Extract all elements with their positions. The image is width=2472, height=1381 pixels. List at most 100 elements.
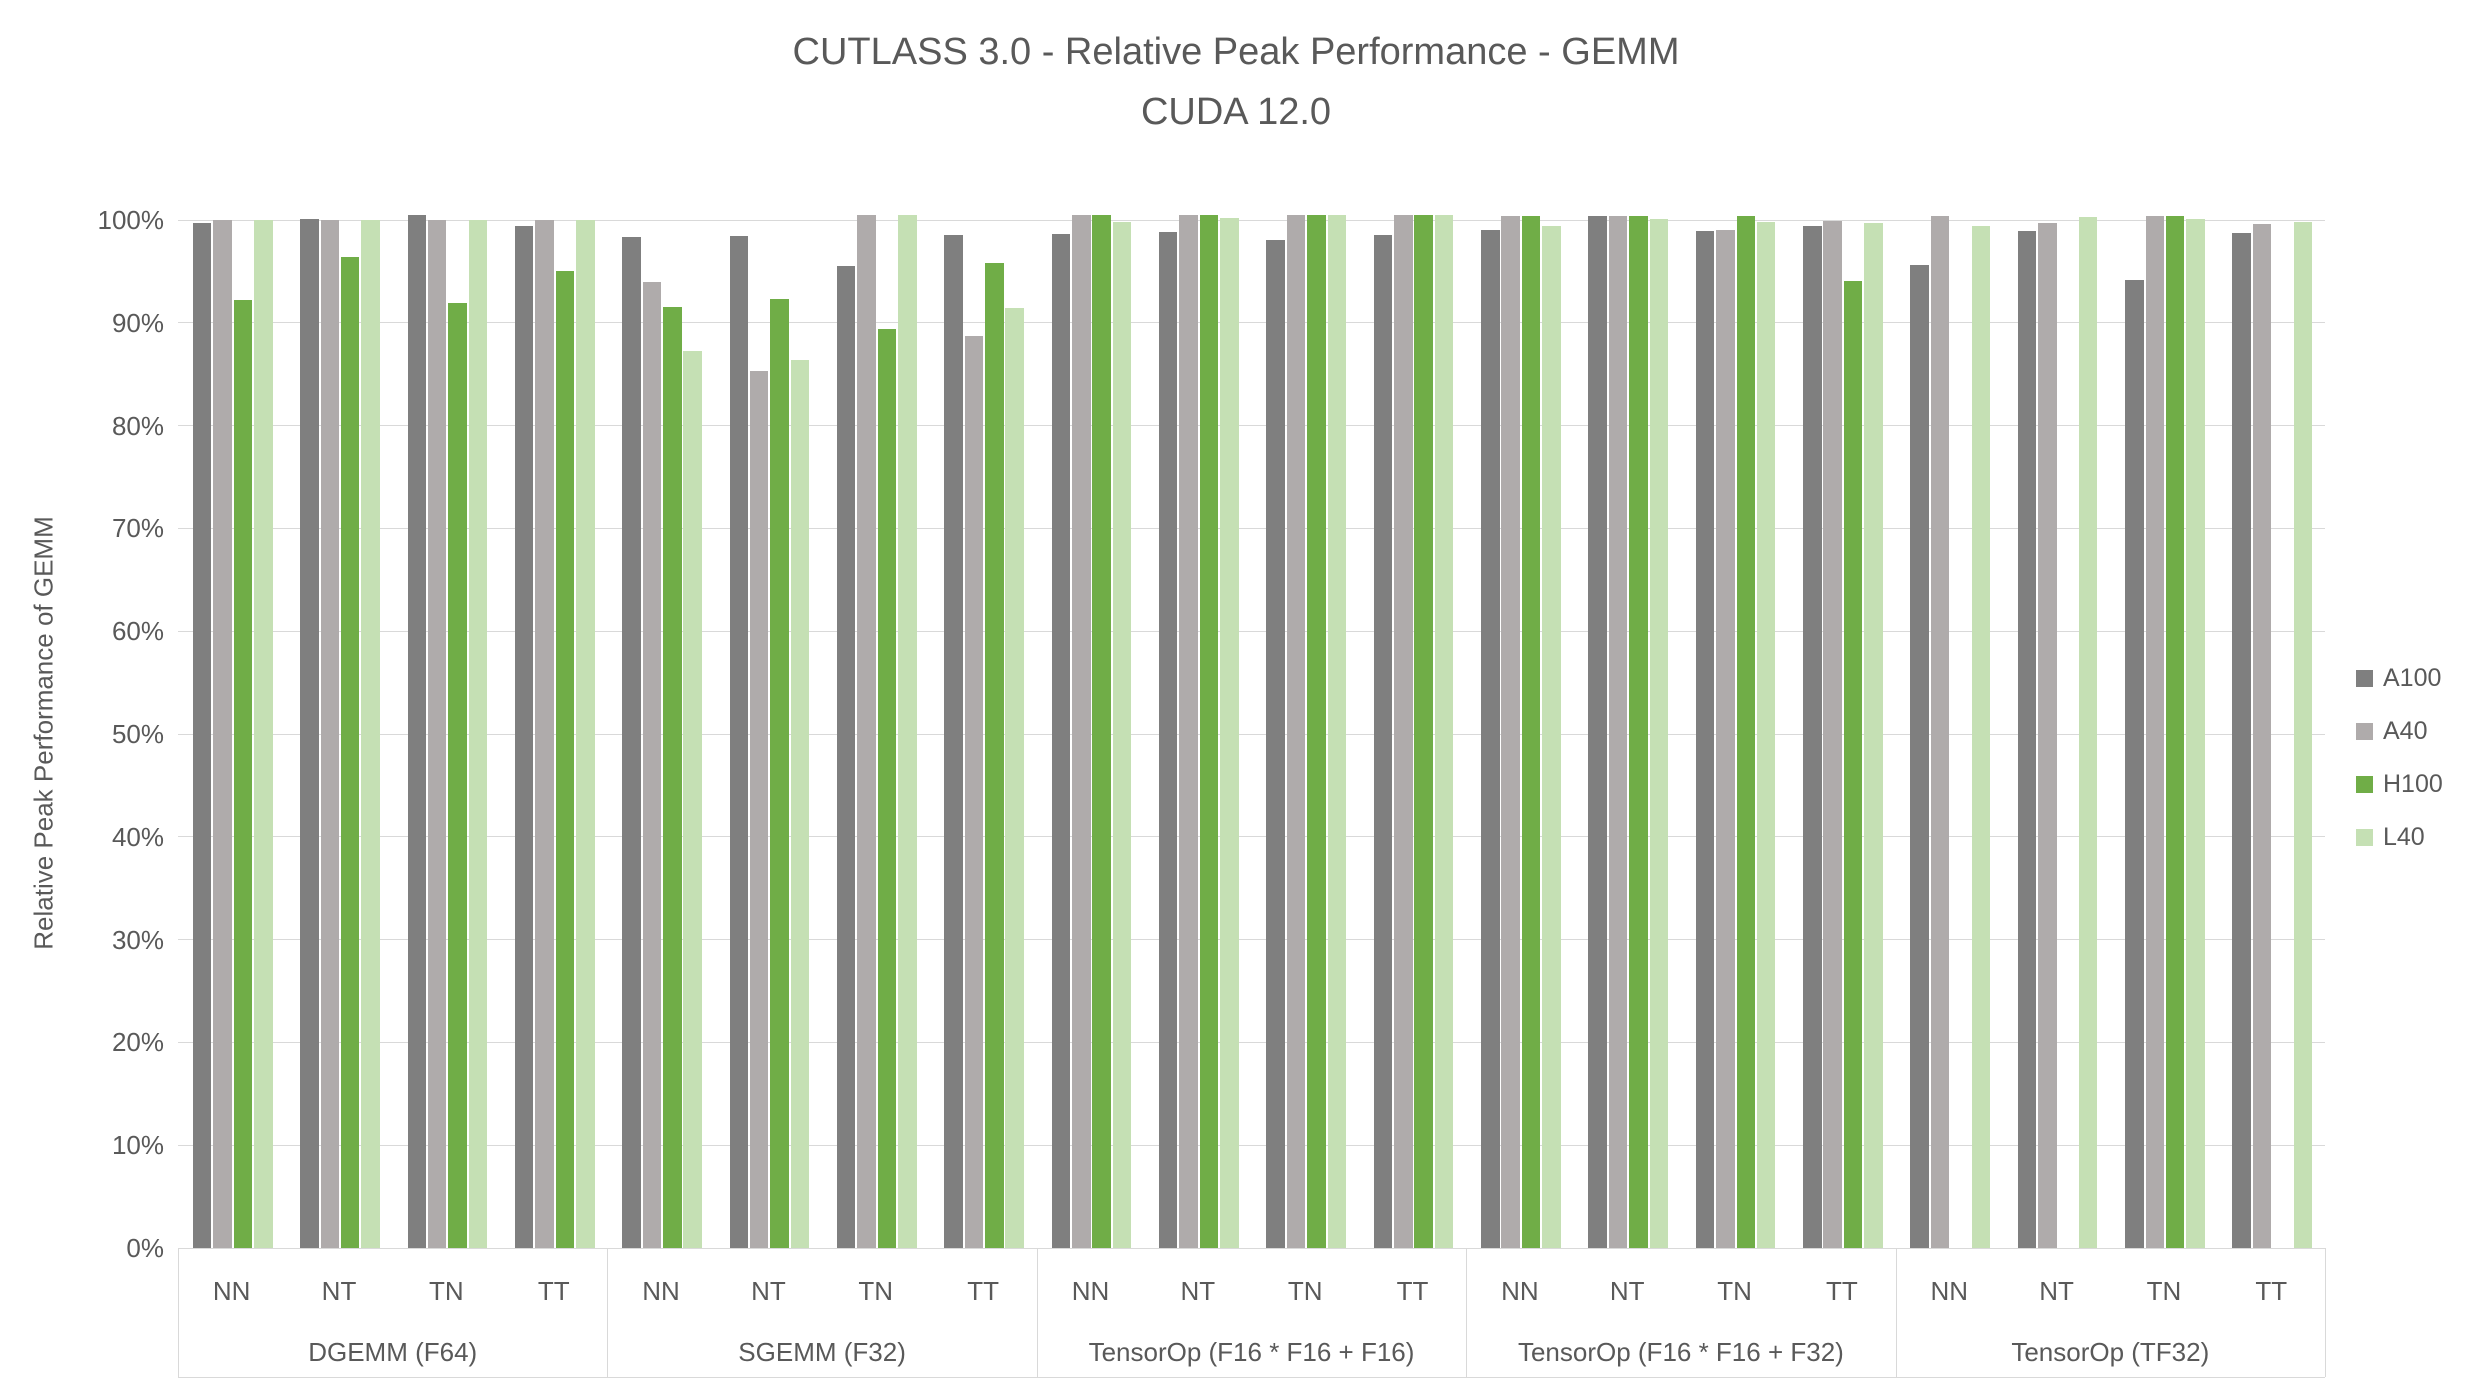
bar-a100	[514, 226, 534, 1248]
bar-a40	[535, 220, 554, 1248]
bar-h100	[340, 257, 360, 1248]
bar-h100	[2165, 215, 2185, 1248]
legend-label: H100	[2383, 769, 2443, 798]
bar-h100	[985, 263, 1004, 1248]
y-tick-label: 60%	[111, 616, 164, 647]
gridline-10	[178, 1144, 2325, 1146]
y-tick-label: 30%	[111, 924, 164, 955]
bar-a40	[1286, 214, 1306, 1248]
x-group-label: TensorOp (F16 * F16 + F16)	[1088, 1337, 1415, 1367]
y-tick-label: 90%	[111, 307, 164, 338]
bar-h100	[770, 299, 789, 1248]
legend-item-a40: A40	[2356, 717, 2427, 745]
x-group-label: TensorOp (F16 * F16 + F32)	[1517, 1337, 1844, 1367]
y-tick-label: 70%	[111, 513, 164, 544]
bar-a100	[1051, 234, 1071, 1248]
bar-a100	[1158, 232, 1178, 1248]
x-group-label: TensorOp (TF32)	[2011, 1337, 2210, 1367]
x-tick-label: NT	[2039, 1276, 2074, 1306]
x-group-label: SGEMM (F32)	[738, 1337, 906, 1367]
legend-swatch	[2356, 669, 2373, 687]
bar-a40	[2145, 215, 2164, 1248]
x-tick-label: NN	[212, 1276, 251, 1306]
bar-a100	[1481, 230, 1500, 1248]
axis-separator	[2325, 1248, 2326, 1377]
x-tick-label: TN	[429, 1276, 464, 1306]
bar-l40	[1756, 222, 1776, 1248]
bar-a40	[213, 220, 232, 1248]
legend-swatch	[2356, 722, 2373, 740]
gridline-40	[178, 836, 2325, 838]
gridline-20	[178, 1041, 2325, 1043]
bar-a40	[2038, 223, 2057, 1248]
bar-l40	[576, 220, 595, 1248]
bar-h100	[233, 300, 253, 1248]
legend-label: A100	[2383, 663, 2442, 692]
bar-h100	[1414, 214, 1433, 1248]
legend-swatch	[2356, 828, 2373, 846]
bar-l40	[1434, 214, 1454, 1248]
axis-separator	[1466, 1248, 1467, 1377]
bar-h100	[448, 303, 467, 1248]
bar-l40	[1542, 226, 1561, 1248]
legend-item-l40: L40	[2356, 823, 2425, 851]
y-tick-label: 80%	[111, 410, 164, 441]
bar-a100	[1266, 239, 1285, 1248]
bar-a40	[1716, 230, 1735, 1248]
gridline-100	[178, 219, 2325, 221]
bar-a40	[1823, 221, 1842, 1248]
bar-a40	[1394, 214, 1413, 1248]
bar-h100	[1307, 214, 1326, 1248]
bar-a100	[944, 235, 963, 1248]
bar-a40	[1072, 214, 1091, 1248]
bar-a40	[1501, 215, 1520, 1248]
axis-separator	[178, 1248, 179, 1377]
bar-a100	[2017, 231, 2037, 1248]
x-tick-label: NN	[642, 1276, 680, 1306]
x-tick-label: TN	[1717, 1276, 1752, 1306]
gridline-90	[178, 322, 2325, 324]
bar-a40	[1608, 215, 1628, 1248]
x-tick-label: NN	[1501, 1276, 1539, 1306]
bar-h100	[1843, 280, 1863, 1248]
bar-a100	[1910, 265, 1929, 1248]
bar-a40	[857, 214, 876, 1248]
bar-h100	[555, 271, 575, 1248]
chart-title-line1: CUTLASS 3.0 - Relative Peak Performance …	[792, 31, 1680, 73]
bar-a100	[2232, 233, 2251, 1248]
y-tick-label: 0%	[126, 1233, 164, 1263]
legend-swatch	[2356, 775, 2373, 793]
bar-a40	[1179, 214, 1198, 1248]
y-tick-label: 20%	[111, 1027, 164, 1058]
x-tick-label: NT	[751, 1276, 786, 1306]
bar-a100	[407, 214, 426, 1248]
x-tick-label: TN	[858, 1276, 894, 1306]
bar-l40	[1649, 218, 1669, 1248]
axis-separator	[1037, 1248, 1038, 1377]
bar-l40	[1327, 214, 1346, 1248]
x-axis-box-bottom	[178, 1377, 2325, 1378]
bar-l40	[1112, 222, 1132, 1248]
bar-a100	[622, 237, 641, 1248]
bar-l40	[898, 214, 917, 1248]
x-axis-line	[178, 1248, 2325, 1249]
gridline-50	[178, 733, 2325, 735]
bar-l40	[1971, 226, 1991, 1248]
bar-l40	[361, 220, 380, 1248]
bar-a100	[836, 266, 856, 1248]
bar-a100	[300, 218, 319, 1248]
x-tick-label: TT	[537, 1276, 570, 1306]
x-tick-label: NT	[1609, 1276, 1645, 1306]
bar-a40	[964, 336, 984, 1248]
x-tick-label: TT	[2255, 1276, 2288, 1306]
bar-a100	[1373, 235, 1393, 1248]
bar-a40	[642, 281, 662, 1248]
bar-l40	[254, 220, 273, 1248]
bar-a40	[749, 371, 769, 1248]
bar-l40	[2293, 222, 2313, 1248]
bar-a100	[1695, 231, 1715, 1248]
axis-separator	[1896, 1248, 1897, 1377]
y-tick-label: 50%	[111, 719, 164, 749]
bar-h100	[1629, 215, 1648, 1248]
bar-l40	[1220, 217, 1239, 1248]
